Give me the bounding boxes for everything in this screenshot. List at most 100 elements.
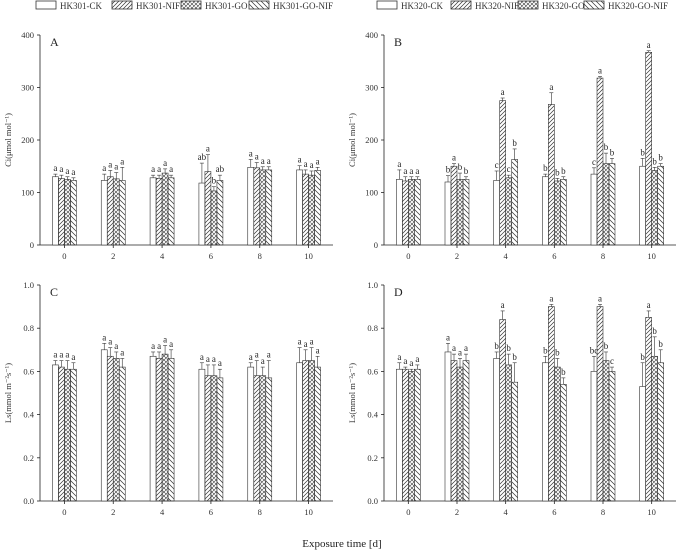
panel-letter: A — [50, 35, 59, 49]
bar-nif — [645, 52, 652, 246]
bar-go-nif — [118, 180, 126, 246]
y-tick-label: 1.0 — [367, 280, 378, 290]
y-axis-label: Ci(μmol mol⁻¹) — [3, 113, 13, 167]
significance-label: a — [501, 87, 505, 97]
significance-label: a — [304, 159, 308, 169]
bar-nif — [155, 178, 163, 246]
legend-left: HK301-CK HK301-NIF HK301-GO HK301-GO-NIF — [35, 0, 333, 11]
legend-label: HK320-GO-NIF — [608, 1, 668, 11]
significance-label: c — [507, 164, 511, 174]
bar-go — [210, 375, 218, 502]
bar-go-nif — [314, 366, 321, 502]
x-tick-label: 0 — [406, 251, 410, 261]
significance-label: a — [108, 159, 112, 169]
bar-go — [554, 366, 561, 502]
legend-label: HK320-GO — [542, 1, 585, 11]
significance-label: a — [304, 339, 308, 349]
significance-label: a — [71, 167, 75, 177]
significance-label: ab — [216, 164, 225, 174]
x-tick-label: 8 — [258, 251, 262, 261]
bar-ck — [149, 177, 157, 246]
x-tick-label: 8 — [258, 507, 262, 517]
bar-ck — [52, 364, 59, 502]
legend-label: HK301-CK — [60, 1, 102, 11]
bar-go — [456, 366, 464, 502]
x-tick-label: 2 — [111, 251, 115, 261]
significance-label: a — [65, 166, 69, 176]
significance-label: c — [610, 356, 614, 366]
bar-ck — [100, 180, 108, 246]
y-tick-label: 0.4 — [23, 410, 34, 420]
bar-nif — [596, 77, 604, 246]
y-tick-label: 100 — [365, 188, 378, 198]
significance-label: b — [464, 166, 469, 176]
significance-label: b — [652, 326, 657, 336]
legend-swatch-go — [517, 0, 539, 10]
legend-swatch-nif — [111, 0, 133, 10]
bar-go — [210, 190, 218, 246]
bar-go — [651, 170, 658, 246]
bar-nif — [548, 104, 555, 246]
significance-label: b — [604, 341, 609, 351]
bar-nif — [402, 180, 409, 246]
significance-label: a — [458, 347, 462, 357]
x-tick-label: 0 — [62, 251, 66, 261]
y-tick-label: 300 — [365, 83, 378, 93]
significance-label: a — [163, 334, 167, 344]
significance-label: b — [512, 138, 517, 148]
significance-label: a — [114, 162, 118, 172]
significance-label: a — [108, 337, 112, 347]
bar-go — [408, 371, 415, 502]
significance-label: a — [157, 341, 161, 351]
y-tick-label: 0.4 — [367, 410, 378, 420]
x-tick-label: 10 — [647, 251, 656, 261]
significance-label: a — [310, 160, 314, 170]
bar-nif — [204, 375, 212, 502]
bar-nif — [596, 306, 604, 502]
bar-nif — [302, 173, 309, 246]
bar-go — [112, 358, 120, 502]
significance-label: b — [494, 341, 499, 351]
bar-go-nif — [216, 180, 224, 246]
significance-label: a — [53, 350, 57, 360]
x-tick-label: 0 — [406, 507, 410, 517]
bar-go-nif — [657, 165, 664, 246]
bar-ck — [639, 386, 646, 502]
y-tick-label: 0.8 — [23, 323, 34, 333]
y-tick-label: 200 — [365, 135, 378, 145]
significance-label: a — [409, 166, 413, 176]
bar-go-nif — [167, 177, 175, 246]
significance-label: b — [555, 167, 560, 177]
bar-ck — [100, 349, 108, 502]
significance-label: a — [403, 166, 407, 176]
bar-go — [505, 177, 512, 246]
significance-label: a — [316, 345, 320, 355]
bar-go — [64, 179, 71, 246]
x-tick-label: 8 — [601, 507, 605, 517]
bar-nif — [450, 165, 458, 246]
significance-label: b — [446, 165, 451, 175]
bar-go-nif — [216, 377, 224, 502]
significance-label: a — [598, 293, 602, 303]
bar-go — [602, 360, 610, 502]
bar-go — [408, 179, 415, 246]
bar-ck — [149, 355, 157, 502]
bar-nif — [106, 355, 114, 502]
bar-go-nif — [167, 358, 175, 502]
bar-go-nif — [265, 169, 273, 246]
bar-go-nif — [657, 362, 664, 502]
significance-label: b — [458, 162, 463, 172]
bar-ck — [198, 368, 206, 502]
significance-label: a — [102, 332, 106, 342]
significance-label: a — [310, 337, 314, 347]
significance-label: a — [298, 155, 302, 165]
significance-label: a — [298, 337, 302, 347]
legend-swatch-ck — [376, 0, 398, 10]
panel-c: 0.00.20.40.60.81.0Ls(mmol m⁻²s⁻¹)C0a a a a2… — [3, 280, 333, 517]
bar-go-nif — [462, 179, 470, 246]
significance-label: a — [501, 300, 505, 310]
significance-label: a — [397, 352, 401, 362]
significance-label: a — [249, 352, 253, 362]
bar-ck — [542, 362, 549, 502]
